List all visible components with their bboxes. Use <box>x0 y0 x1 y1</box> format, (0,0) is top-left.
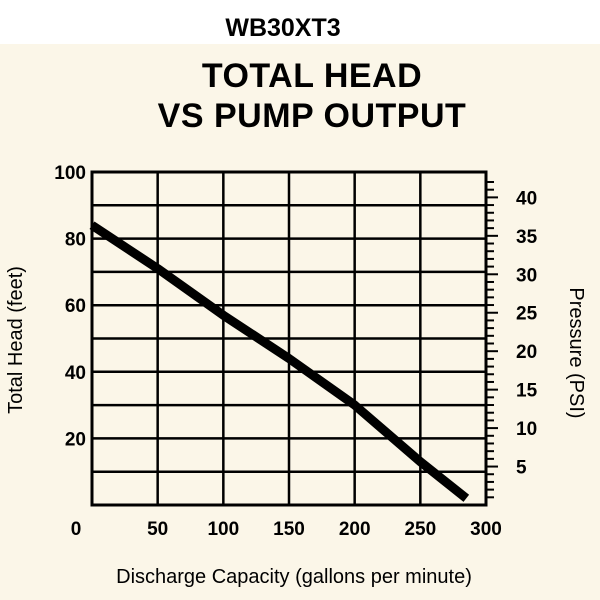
y2-tick-label: 10 <box>516 419 537 440</box>
y2-tick-label: 5 <box>516 458 527 479</box>
x-tick-labels: 0 50 100 150 200 250 300 <box>71 519 502 540</box>
x-tick-label: 100 <box>207 519 239 540</box>
x-tick-label: 200 <box>339 519 371 540</box>
y-axis-label: Total Head (feet) <box>5 266 27 414</box>
y-tick-label: 60 <box>65 296 86 317</box>
model-name: WB30XT3 <box>225 14 341 42</box>
series-line <box>89 221 470 502</box>
chart-title-line-2: VS PUMP OUTPUT <box>157 97 467 135</box>
y-tick-label: 100 <box>54 163 86 184</box>
header-band <box>0 0 600 44</box>
x-tick-label: 0 <box>71 519 82 540</box>
y2-tick-label: 35 <box>516 227 538 248</box>
x-axis-label: Discharge Capacity (gallons per minute) <box>116 566 472 588</box>
x-tick-label: 50 <box>147 519 168 540</box>
x-tick-label: 300 <box>470 519 502 540</box>
chart-title: TOTAL HEAD VS PUMP OUTPUT <box>0 56 600 136</box>
y2-tick-label: 40 <box>516 188 537 209</box>
y2-tick-label: 15 <box>516 381 538 402</box>
plot-frame <box>90 170 488 507</box>
y-tick-label: 40 <box>65 363 86 384</box>
psi-tick-marks <box>486 180 498 499</box>
y-tick-labels: 20 40 60 80 100 <box>54 163 86 450</box>
y2-tick-labels: 5 10 15 20 25 30 35 40 <box>516 188 538 478</box>
y2-tick-label: 20 <box>516 342 537 363</box>
y2-tick-label: 25 <box>516 304 538 325</box>
y2-axis-label: Pressure (PSI) <box>565 287 587 418</box>
grid-lines <box>92 172 486 505</box>
x-tick-label: 150 <box>273 519 305 540</box>
x-tick-label: 250 <box>404 519 436 540</box>
y-tick-label: 20 <box>65 429 86 450</box>
y2-tick-label: 30 <box>516 265 537 286</box>
chart-title-line-1: TOTAL HEAD <box>201 57 423 95</box>
y-tick-label: 80 <box>65 230 86 251</box>
